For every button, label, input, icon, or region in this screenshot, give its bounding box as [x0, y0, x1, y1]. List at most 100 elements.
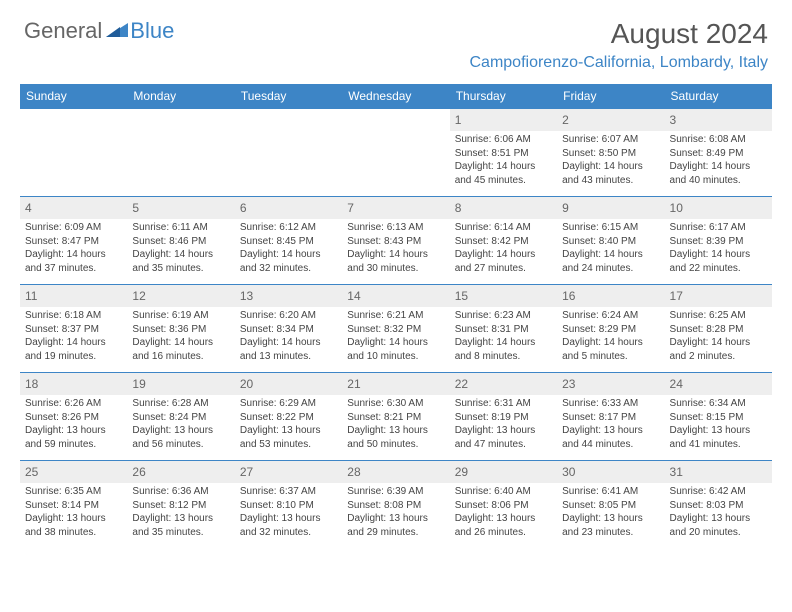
calendar-day-cell: 13Sunrise: 6:20 AMSunset: 8:34 PMDayligh…: [235, 285, 342, 373]
calendar-day-cell: 5Sunrise: 6:11 AMSunset: 8:46 PMDaylight…: [127, 197, 234, 285]
sunset-text: Sunset: 8:24 PM: [132, 411, 229, 425]
sunrise-text: Sunrise: 6:11 AM: [132, 221, 229, 235]
calendar-week-row: 4Sunrise: 6:09 AMSunset: 8:47 PMDaylight…: [20, 197, 772, 285]
daylight-text: Daylight: 14 hours and 5 minutes.: [562, 336, 659, 363]
sunrise-text: Sunrise: 6:30 AM: [347, 397, 444, 411]
sunset-text: Sunset: 8:14 PM: [25, 499, 122, 513]
day-number: 20: [235, 373, 342, 395]
day-number: 25: [20, 461, 127, 483]
calendar-day-cell: 23Sunrise: 6:33 AMSunset: 8:17 PMDayligh…: [557, 373, 664, 461]
day-number: 21: [342, 373, 449, 395]
calendar-day-cell: 1Sunrise: 6:06 AMSunset: 8:51 PMDaylight…: [450, 109, 557, 197]
sunset-text: Sunset: 8:05 PM: [562, 499, 659, 513]
day-number: 29: [450, 461, 557, 483]
day-header: Sunday: [20, 84, 127, 109]
month-title: August 2024: [470, 18, 769, 50]
daylight-text: Daylight: 13 hours and 47 minutes.: [455, 424, 552, 451]
day-number: 5: [127, 197, 234, 219]
day-number: 22: [450, 373, 557, 395]
sunrise-text: Sunrise: 6:33 AM: [562, 397, 659, 411]
day-details: Sunrise: 6:24 AMSunset: 8:29 PMDaylight:…: [562, 309, 659, 363]
sunrise-text: Sunrise: 6:37 AM: [240, 485, 337, 499]
sunset-text: Sunset: 8:22 PM: [240, 411, 337, 425]
day-number: 19: [127, 373, 234, 395]
calendar-day-cell: 30Sunrise: 6:41 AMSunset: 8:05 PMDayligh…: [557, 461, 664, 549]
calendar-day-cell: 20Sunrise: 6:29 AMSunset: 8:22 PMDayligh…: [235, 373, 342, 461]
day-number: 3: [665, 109, 772, 131]
day-number: 18: [20, 373, 127, 395]
day-header: Monday: [127, 84, 234, 109]
sunset-text: Sunset: 8:29 PM: [562, 323, 659, 337]
day-details: Sunrise: 6:19 AMSunset: 8:36 PMDaylight:…: [132, 309, 229, 363]
day-details: Sunrise: 6:25 AMSunset: 8:28 PMDaylight:…: [670, 309, 767, 363]
daylight-text: Daylight: 13 hours and 26 minutes.: [455, 512, 552, 539]
day-number: 17: [665, 285, 772, 307]
daylight-text: Daylight: 14 hours and 27 minutes.: [455, 248, 552, 275]
sunset-text: Sunset: 8:51 PM: [455, 147, 552, 161]
sunrise-text: Sunrise: 6:34 AM: [670, 397, 767, 411]
calendar-day-cell: [20, 109, 127, 197]
day-details: Sunrise: 6:11 AMSunset: 8:46 PMDaylight:…: [132, 221, 229, 275]
calendar-day-cell: 3 Sunrise: 6:08 AMSunset: 8:49 PMDaylight…: [665, 109, 772, 197]
logo-triangle-icon: [106, 21, 128, 42]
daylight-text: Daylight: 14 hours and 40 minutes.: [670, 160, 767, 187]
sunrise-text: Sunrise: 6:25 AM: [670, 309, 767, 323]
sunset-text: Sunset: 8:39 PM: [670, 235, 767, 249]
calendar-day-cell: 31Sunrise: 6:42 AMSunset: 8:03 PMDayligh…: [665, 461, 772, 549]
day-number: 13: [235, 285, 342, 307]
sunset-text: Sunset: 8:06 PM: [455, 499, 552, 513]
sunrise-text: Sunrise: 6:06 AM: [455, 133, 552, 147]
sunrise-text: Sunrise: 6:13 AM: [347, 221, 444, 235]
daylight-text: Daylight: 13 hours and 56 minutes.: [132, 424, 229, 451]
sunset-text: Sunset: 8:08 PM: [347, 499, 444, 513]
sunset-text: Sunset: 8:32 PM: [347, 323, 444, 337]
daylight-text: Daylight: 13 hours and 32 minutes.: [240, 512, 337, 539]
day-details: Sunrise: 6:30 AMSunset: 8:21 PMDaylight:…: [347, 397, 444, 451]
sunset-text: Sunset: 8:43 PM: [347, 235, 444, 249]
day-details: Sunrise: 6:09 AMSunset: 8:47 PMDaylight:…: [25, 221, 122, 275]
daylight-text: Daylight: 14 hours and 24 minutes.: [562, 248, 659, 275]
sunrise-text: Sunrise: 6:14 AM: [455, 221, 552, 235]
sunset-text: Sunset: 8:17 PM: [562, 411, 659, 425]
day-header: Tuesday: [235, 84, 342, 109]
sunrise-text: Sunrise: 6:07 AM: [562, 133, 659, 147]
calendar-body: 1Sunrise: 6:06 AMSunset: 8:51 PMDaylight…: [20, 109, 772, 549]
sunrise-text: Sunrise: 6:24 AM: [562, 309, 659, 323]
calendar-day-cell: 10Sunrise: 6:17 AMSunset: 8:39 PMDayligh…: [665, 197, 772, 285]
calendar-day-cell: [127, 109, 234, 197]
sunset-text: Sunset: 8:10 PM: [240, 499, 337, 513]
day-header: Friday: [557, 84, 664, 109]
day-details: Sunrise: 6:20 AMSunset: 8:34 PMDaylight:…: [240, 309, 337, 363]
sunset-text: Sunset: 8:46 PM: [132, 235, 229, 249]
daylight-text: Daylight: 14 hours and 13 minutes.: [240, 336, 337, 363]
day-number: 31: [665, 461, 772, 483]
sunset-text: Sunset: 8:21 PM: [347, 411, 444, 425]
daylight-text: Daylight: 14 hours and 37 minutes.: [25, 248, 122, 275]
sunset-text: Sunset: 8:12 PM: [132, 499, 229, 513]
calendar-day-cell: 21Sunrise: 6:30 AMSunset: 8:21 PMDayligh…: [342, 373, 449, 461]
sunrise-text: Sunrise: 6:08 AM: [670, 133, 767, 147]
calendar-day-cell: 19 Sunrise: 6:28 AMSunset: 8:24 PMDayligh…: [127, 373, 234, 461]
calendar-day-cell: 6Sunrise: 6:12 AMSunset: 8:45 PMDaylight…: [235, 197, 342, 285]
sunrise-text: Sunrise: 6:29 AM: [240, 397, 337, 411]
sunset-text: Sunset: 8:49 PM: [670, 147, 767, 161]
day-details: Sunrise: 6:37 AMSunset: 8:10 PMDaylight:…: [240, 485, 337, 539]
day-header: Saturday: [665, 84, 772, 109]
calendar-week-row: 18Sunrise: 6:26 AMSunset: 8:26 PMDayligh…: [20, 373, 772, 461]
calendar-week-row: 11Sunrise: 6:18 AMSunset: 8:37 PMDayligh…: [20, 285, 772, 373]
day-details: Sunrise: 6:39 AMSunset: 8:08 PMDaylight:…: [347, 485, 444, 539]
calendar-day-cell: 24Sunrise: 6:34 AMSunset: 8:15 PMDayligh…: [665, 373, 772, 461]
sunset-text: Sunset: 8:36 PM: [132, 323, 229, 337]
sunrise-text: Sunrise: 6:18 AM: [25, 309, 122, 323]
calendar-day-cell: 8Sunrise: 6:14 AMSunset: 8:42 PMDaylight…: [450, 197, 557, 285]
header: General Blue August 2024 Campofiorenzo-C…: [0, 0, 792, 78]
sunrise-text: Sunrise: 6:12 AM: [240, 221, 337, 235]
sunrise-text: Sunrise: 6:35 AM: [25, 485, 122, 499]
sunrise-text: Sunrise: 6:26 AM: [25, 397, 122, 411]
calendar-day-cell: 7Sunrise: 6:13 AMSunset: 8:43 PMDaylight…: [342, 197, 449, 285]
calendar-day-cell: [235, 109, 342, 197]
calendar-week-row: 1Sunrise: 6:06 AMSunset: 8:51 PMDaylight…: [20, 109, 772, 197]
calendar-day-cell: 25Sunrise: 6:35 AMSunset: 8:14 PMDayligh…: [20, 461, 127, 549]
sunrise-text: Sunrise: 6:28 AM: [132, 397, 229, 411]
day-number: 27: [235, 461, 342, 483]
